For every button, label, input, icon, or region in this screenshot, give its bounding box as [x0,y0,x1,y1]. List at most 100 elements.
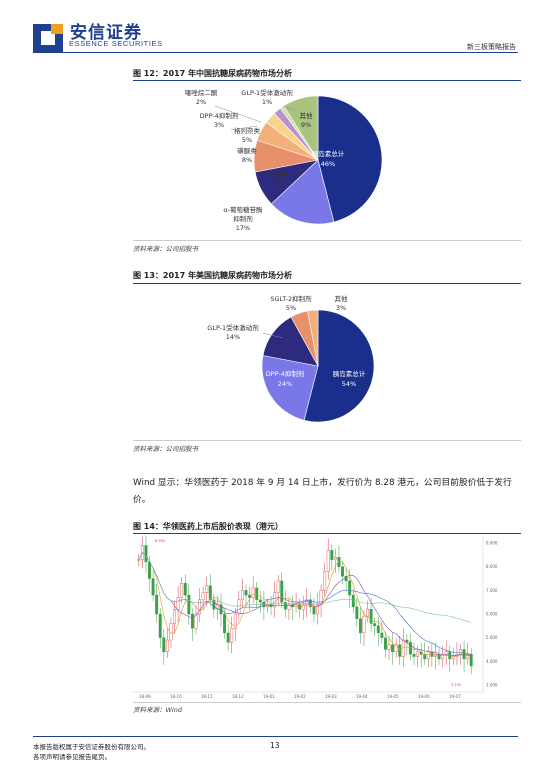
candle-body [380,632,384,638]
pie-slice-8 [283,95,319,162]
pie2-label-other: 其他 [335,294,349,303]
essence-logo-icon [33,24,63,52]
pie-label-sulfonylurea: 磺脲类 [237,146,257,155]
ma10-line [138,552,472,657]
candle-body [223,613,227,634]
pie2-label-insulin: 胰岛素总计 [333,369,366,378]
footer-rule [33,736,518,737]
candle-body [391,644,395,653]
x-tick-label: 18-11 [201,694,213,699]
candle-body [237,599,241,615]
pie2-label-glp1: GLP-1受体激动剂 [207,323,258,332]
candle-body [205,585,209,593]
candle-body [351,594,355,608]
pie2-label-dpp4-pct: 24% [278,380,292,388]
pie-label-dpp4-pct: 3% [214,121,224,129]
pie-label-biguanide: 双胍类 [268,169,288,178]
figure12-bottom-rule [133,240,521,241]
candle-body [416,651,420,657]
candle-body [148,561,151,579]
y-tick-label: 7.000 [486,588,498,593]
candle-body [198,599,202,615]
figure12-title: 图 12：2017 年中国抗糖尿病药物市场分析 [133,69,292,78]
pie2-label-other-pct: 3% [336,304,346,312]
candle-body [398,644,402,657]
candle-body [212,599,216,610]
candle-body [348,580,352,596]
x-tick-label: 19-01 [263,694,275,699]
candle-body [276,580,280,593]
pie-label-insulin-pct: 46% [321,160,335,168]
candle-body [273,592,277,608]
figure14-rule [133,533,521,534]
pie-label-glinide-pct: 5% [242,136,252,144]
candle-body [451,656,455,660]
candle-body [341,566,344,577]
x-tick-label: 19-05 [387,694,399,699]
candle-body [144,545,148,563]
candle-body [333,557,337,560]
candle-body [337,557,341,567]
candle-body [226,632,230,643]
low-price-label: 3.100 [451,683,461,687]
candle-body [369,609,373,624]
pie-label-other: 其他 [300,111,314,120]
pie-slice-0 [303,309,375,423]
pie-slice-0 [317,95,383,223]
candle-body [330,549,334,560]
pie-label-imidazole-pct: 2% [196,98,206,106]
high-price-label: 8.950 [155,539,165,543]
pie-label-biguanide-pct: 9% [273,179,283,187]
candle-body [469,653,473,667]
candle-body [423,653,427,660]
candle-body [244,590,248,596]
pie2-label-dpp4: DPP-4抑制剂 [266,369,305,378]
figure14-source: 资料来源：Wind [133,706,182,714]
x-tick-label: 19-06 [418,694,430,699]
pie-label-alpha: α-葡萄糖苷酶 [223,205,263,214]
candle-body [291,604,294,608]
pie-label-glinide: 格列奈类 [234,126,261,135]
candle-body [233,613,237,629]
candle-body [362,616,366,634]
candle-body [208,585,212,601]
figure13-title: 图 13：2017 年美国抗糖尿病药物市场分析 [133,271,292,280]
candle-body [301,604,305,610]
candle-body [312,606,316,615]
candle-body [165,639,169,653]
pie-slice-1 [261,355,319,421]
y-tick-label: 8.000 [486,564,498,569]
candle-body [137,559,141,561]
candle-body [441,653,445,660]
candle-body [430,651,434,657]
pie-label-sulfonylurea-pct: 8% [242,156,252,164]
candle-body [323,571,327,591]
candle-body [308,599,312,608]
pie-label-alpha-2: 抑制剂 [233,214,253,223]
candle-body [444,651,448,655]
pie-label-dpp4: DPP-4抑制剂 [200,111,239,120]
pie2-label-sglt2-pct: 5% [286,304,296,312]
header-rule [33,52,518,53]
candle-body [173,609,176,624]
candle-body [219,604,223,615]
pie-label-other-pct: 9% [301,121,311,129]
brand-name-en: ESSENCE SECURITIES [69,39,163,48]
x-tick-label: 18-12 [232,694,244,699]
pie-label-alpha-pct: 17% [236,224,250,232]
pie2-label-insulin-pct: 54% [342,380,356,388]
figure12-rule [133,80,521,81]
ma5-line [138,552,472,657]
stock-price-chart: 9.000 8.000 7.000 6.000 5.000 4.000 3.000 18-0… [133,536,521,702]
candle-body [344,575,348,582]
candle-body [155,594,159,615]
pie-label-glp1-pct: 1% [262,98,272,106]
candle-body [158,613,162,638]
candle-body [459,649,462,655]
candle-body [387,644,391,650]
x-tick-label: 18-10 [170,694,182,699]
report-type: 新三板策略报告 [467,43,516,51]
body-paragraph: Wind 显示：华领医药于 2018 年 9 月 14 日上市，发行价为 8.2… [133,478,512,505]
pie-label-insulin: 胰岛素总计 [312,149,345,158]
candle-body [316,604,319,615]
